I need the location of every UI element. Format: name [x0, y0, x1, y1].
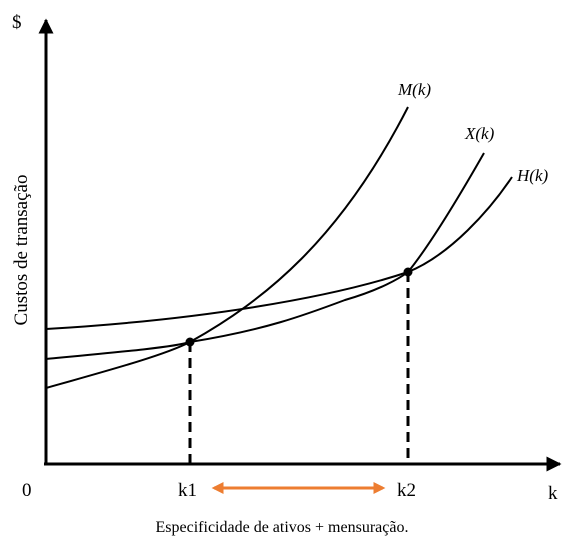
x-axis-symbol: k — [548, 483, 558, 504]
origin-label: 0 — [22, 480, 32, 501]
k2-point — [403, 267, 413, 277]
y-axis-title: Custos de transação — [11, 175, 32, 326]
curve-x — [45, 152, 485, 360]
k1-label: k1 — [178, 480, 197, 501]
x-axis-caption: Especificidade de ativos + mensuração. — [156, 519, 409, 536]
curve-h — [45, 176, 513, 330]
k2-label: k2 — [397, 480, 416, 501]
curve-h-label: H(k) — [516, 166, 548, 185]
curve-m-label: M(k) — [397, 80, 431, 99]
curve-m — [45, 106, 409, 389]
curve-x-label: X(k) — [464, 124, 495, 143]
y-axis-symbol: $ — [12, 12, 22, 33]
k1-point — [185, 337, 195, 347]
